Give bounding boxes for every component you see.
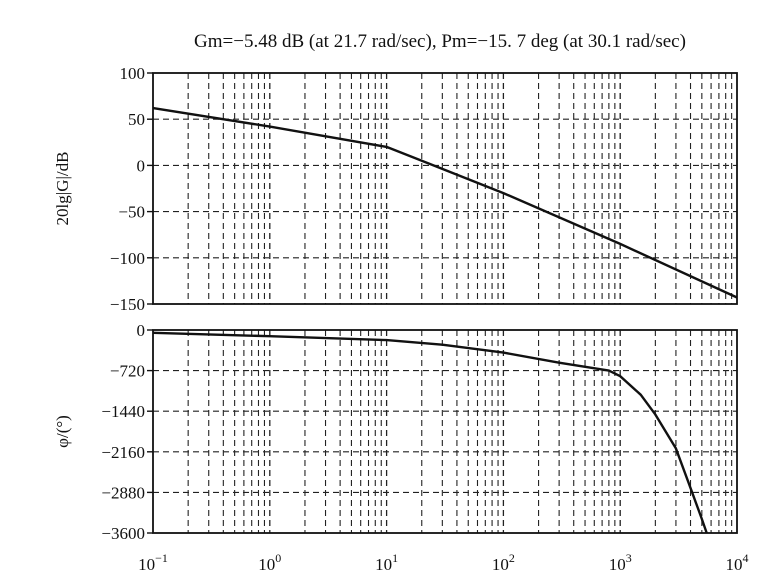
phase-horizontal-grid — [153, 370, 737, 493]
phase-ytick-label: −3600 — [101, 524, 145, 543]
phase-ytick-label: −2880 — [101, 483, 145, 502]
xtick-label: 103 — [609, 551, 632, 574]
xtick-label: 100 — [258, 551, 281, 574]
xtick-exponent: 0 — [275, 551, 281, 565]
mag-plot-frame — [152, 72, 738, 305]
mag-ytick-label: 100 — [120, 64, 146, 83]
phase-vertical-grid — [187, 330, 733, 533]
mag-series-line — [152, 106, 738, 299]
mag-ytick-label: 50 — [128, 110, 145, 129]
xtick-base: 10 — [492, 555, 509, 574]
magnitude-panel: 100 50 0 −50 −100 −150 20lg|G|/dB — [53, 64, 738, 314]
phase-ytick-label: −720 — [110, 362, 145, 381]
mag-horizontal-grid — [153, 118, 737, 259]
phase-ytick-label: −1440 — [101, 402, 145, 421]
xtick-base: 10 — [138, 555, 155, 574]
phase-series-line — [152, 331, 708, 534]
mag-ylabel: 20lg|G|/dB — [53, 152, 72, 226]
phase-ylabel: φ/(°) — [53, 415, 72, 448]
mag-ytick-label: −100 — [110, 249, 145, 268]
mag-ytick-label: −50 — [118, 203, 145, 222]
xtick-base: 10 — [375, 555, 392, 574]
xtick-base: 10 — [258, 555, 275, 574]
phase-plot-frame — [152, 329, 738, 534]
xtick-exponent: 1 — [392, 551, 398, 565]
xtick-label: 102 — [492, 551, 515, 574]
xtick-label: 10−1 — [138, 551, 168, 574]
phase-ytick-label: −2160 — [101, 443, 145, 462]
xtick-base: 10 — [609, 555, 626, 574]
xtick-exponent: −1 — [155, 551, 168, 565]
phase-ytick-label: 0 — [137, 321, 146, 340]
mag-vertical-grid — [187, 73, 733, 304]
mag-ytick-label: 0 — [137, 156, 146, 175]
xtick-base: 10 — [726, 555, 743, 574]
xtick-label: 104 — [726, 551, 749, 574]
xtick-exponent: 2 — [509, 551, 515, 565]
chart-title: Gm=−5.48 dB (at 21.7 rad/sec), Pm=−15. 7… — [194, 31, 686, 52]
xtick-exponent: 3 — [626, 551, 632, 565]
xtick-exponent: 4 — [743, 551, 749, 565]
mag-ytick-label: −150 — [110, 295, 145, 314]
xtick-label: 101 — [375, 551, 398, 574]
